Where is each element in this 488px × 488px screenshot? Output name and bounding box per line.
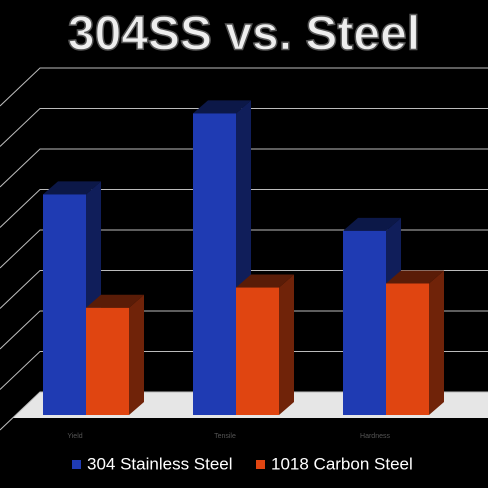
x-tick-label: Hardness — [360, 433, 390, 440]
grid-line — [0, 391, 488, 431]
x-tick-label: Yield — [67, 433, 82, 440]
legend-swatch — [72, 460, 81, 469]
legend-label: 304 Stainless Steel — [87, 454, 233, 473]
bar-top — [386, 270, 444, 284]
grid-line — [0, 108, 488, 147]
grid-line — [0, 351, 488, 390]
chart-title: 304SS vs. Steel — [68, 8, 420, 61]
legend-label: 1018 Carbon Steel — [271, 454, 413, 473]
bar — [386, 283, 429, 415]
bar — [86, 307, 129, 415]
bar-side — [129, 294, 144, 415]
bar-top — [86, 294, 144, 308]
legend-area — [0, 418, 488, 488]
bar-top — [43, 181, 101, 195]
bar-top — [193, 100, 251, 114]
grid-line — [0, 310, 488, 350]
bar — [236, 287, 279, 415]
legend-swatch — [256, 460, 265, 469]
grid-line — [0, 148, 488, 188]
grid-line — [0, 67, 488, 107]
bar-top — [236, 274, 294, 288]
bar — [343, 230, 386, 415]
bar — [193, 113, 236, 416]
bar — [43, 194, 86, 415]
x-tick-label: Tensile — [214, 433, 236, 440]
grid-line — [0, 270, 488, 309]
bar-top — [343, 217, 401, 231]
grid-line — [0, 229, 488, 269]
bar-side — [429, 270, 444, 415]
bar-side — [279, 274, 294, 415]
grid-line — [0, 189, 488, 228]
